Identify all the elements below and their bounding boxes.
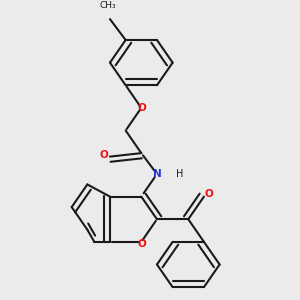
Text: O: O xyxy=(138,238,147,249)
Text: N: N xyxy=(153,169,161,179)
Text: O: O xyxy=(138,103,146,113)
Text: CH₃: CH₃ xyxy=(100,2,116,10)
Text: H: H xyxy=(176,169,184,179)
Text: O: O xyxy=(205,189,214,199)
Text: O: O xyxy=(99,150,108,160)
